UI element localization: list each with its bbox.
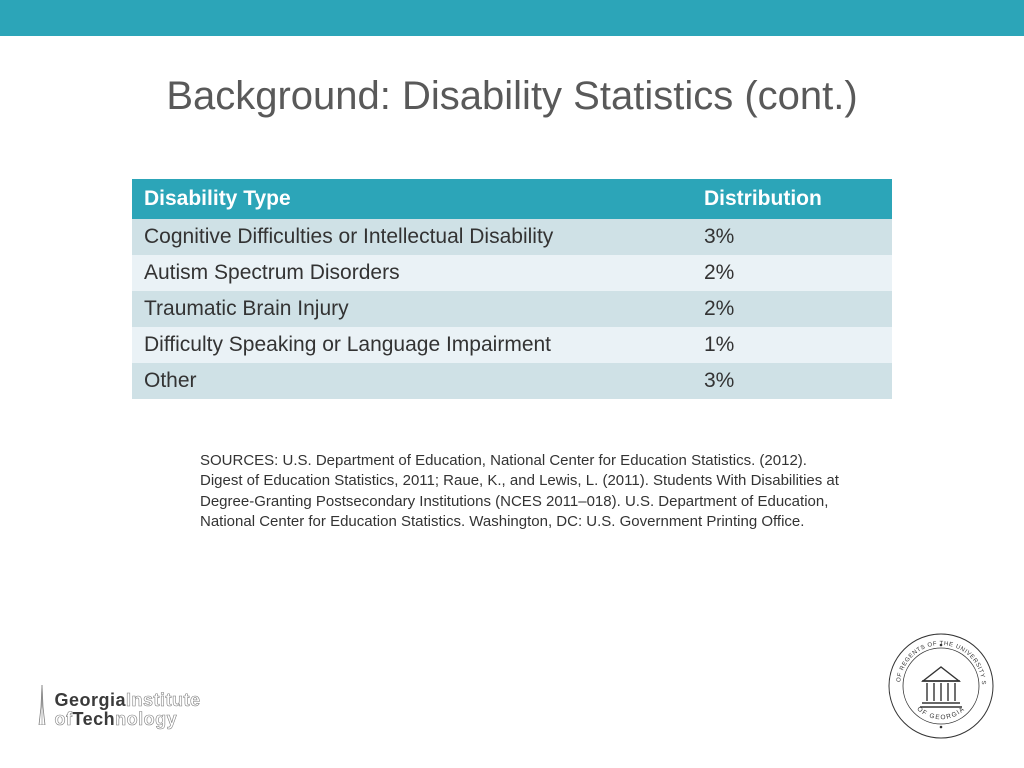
svg-text:OF GEORGIA: OF GEORGIA: [916, 706, 967, 722]
table-header-type: Disability Type: [132, 179, 692, 219]
slide-title: Background: Disability Statistics (cont.…: [0, 74, 1024, 119]
table-row: Other 3%: [132, 363, 892, 399]
georgia-tech-logo: GeorgiaInstitute ofTechnology: [36, 685, 200, 730]
table-cell: Difficulty Speaking or Language Impairme…: [132, 327, 692, 363]
table-cell: 2%: [692, 291, 892, 327]
table-cell: Cognitive Difficulties or Intellectual D…: [132, 219, 692, 255]
seal-bottom-text: OF GEORGIA: [916, 706, 967, 722]
seal-top-text: BOARD OF REGENTS OF THE UNIVERSITY SYSTE…: [886, 631, 986, 685]
table-row: Difficulty Speaking or Language Impairme…: [132, 327, 892, 363]
table-cell: 3%: [692, 219, 892, 255]
table-cell: Traumatic Brain Injury: [132, 291, 692, 327]
table-row: Cognitive Difficulties or Intellectual D…: [132, 219, 892, 255]
top-accent-bar: [0, 0, 1024, 36]
statistics-table: Disability Type Distribution Cognitive D…: [132, 179, 892, 399]
statistics-table-wrap: Disability Type Distribution Cognitive D…: [132, 179, 892, 399]
table-row: Traumatic Brain Injury 2%: [132, 291, 892, 327]
logo-text: of: [54, 709, 72, 729]
table-header-row: Disability Type Distribution: [132, 179, 892, 219]
spire-icon: [36, 685, 48, 730]
board-of-regents-seal: BOARD OF REGENTS OF THE UNIVERSITY SYSTE…: [886, 631, 996, 746]
table-cell: 3%: [692, 363, 892, 399]
building-icon: [920, 667, 962, 707]
logo-text: Institute: [126, 690, 201, 710]
svg-text:BOARD OF REGENTS OF THE UNIVER: BOARD OF REGENTS OF THE UNIVERSITY SYSTE…: [886, 631, 986, 685]
table-cell: 2%: [692, 255, 892, 291]
logo-text: Georgia: [54, 690, 126, 710]
table-cell: 1%: [692, 327, 892, 363]
logo-text: Tech: [72, 709, 115, 729]
table-cell: Autism Spectrum Disorders: [132, 255, 692, 291]
table-cell: Other: [132, 363, 692, 399]
logo-text: nology: [115, 709, 177, 729]
sources-text: SOURCES: U.S. Department of Education, N…: [200, 451, 840, 532]
table-header-dist: Distribution: [692, 179, 892, 219]
table-row: Autism Spectrum Disorders 2%: [132, 255, 892, 291]
